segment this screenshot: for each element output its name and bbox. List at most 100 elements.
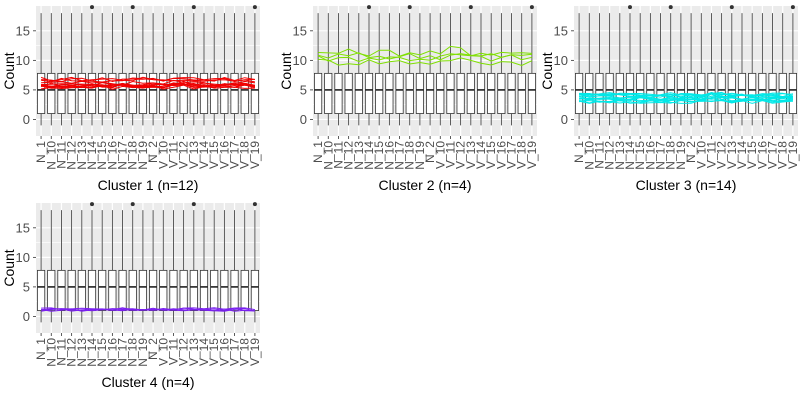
box [240,269,249,311]
outlier-point [729,5,734,10]
box [199,72,209,114]
x-tick-label: V_19 [525,141,539,169]
y-axis-title: Count [1,52,17,89]
outlier-point [367,5,371,10]
x-tick-label: V_12 [177,141,191,169]
cluster-line [579,92,793,99]
x-tick-label: N_19 [413,141,427,170]
x-tick-label: V_17 [505,141,519,169]
outlier-point [252,202,257,207]
x-tick-label: V_11 [166,338,180,365]
box [788,72,797,114]
box [446,72,455,114]
box [230,72,239,114]
x-tick-label: N_13 [613,141,627,170]
x-tick-label: V_16 [755,141,769,169]
box [108,269,117,311]
box [67,269,76,311]
x-tick-label: N_11 [592,141,606,169]
x-tick-label: N_19 [136,141,150,170]
x-tick-label: V_10 [694,141,708,169]
x-tick-label: N_12 [65,141,79,170]
chart-panel-2: 051015N_1N_10N_11N_12N_13N_14N_15N_16N_1… [278,5,539,193]
cluster-line [318,45,532,57]
box [87,72,97,114]
cluster-line [317,52,532,61]
cluster-line [41,83,255,88]
box [697,72,706,114]
y-tick-label: 0 [23,112,30,127]
y-tick-label: 10 [16,53,30,68]
x-tick-label: N_1 [34,141,48,163]
x-tick-label: V_14 [474,141,488,169]
outlier-point [130,202,135,207]
x-tick-label: N_16 [105,141,119,170]
panel-background [313,6,537,136]
x-tick-label: N_12 [603,141,617,170]
box [364,72,374,114]
y-tick-label: 10 [16,250,30,265]
x-tick-label: N_14 [623,141,637,170]
box [189,72,198,114]
x-tick-label: N_15 [95,141,109,170]
y-axis-title: Count [278,52,294,89]
x-tick-label: V_15 [207,141,221,169]
x-tick-label: N_15 [633,141,647,170]
box [77,269,86,311]
x-tick-label: V_12 [177,338,191,366]
outlier-point [628,5,632,10]
box [149,269,158,311]
box [334,72,343,114]
box [159,72,168,114]
x-tick-label: V_12 [454,141,468,169]
box [354,72,363,114]
x-tick-label: N_10 [44,338,58,367]
x-tick-label: V_19 [248,338,262,366]
outlier-point [191,202,196,207]
x-tick-label: V_18 [515,141,529,169]
y-axis-title: Count [539,52,555,89]
cluster-line [579,92,794,97]
x-tick-label: N_10 [44,141,58,170]
chart-panel-4: 051015N_1N_10N_11N_12N_13N_14N_15N_16N_1… [1,202,262,390]
y-tick-label: 5 [300,82,307,97]
outlier-point [407,5,412,10]
x-tick-label: N_2 [146,338,160,360]
box [476,72,486,114]
outlier-point [790,5,795,10]
box [456,72,465,114]
x-tick-label: N_18 [403,141,417,170]
x-tick-label: V_10 [433,141,447,169]
x-tick-label: V_13 [464,141,478,169]
x-tick-label: N_17 [654,141,668,170]
box [210,72,219,114]
box [656,72,665,114]
box [426,72,435,114]
x-tick-label: N_16 [105,338,119,367]
box [210,269,219,311]
x-tick-label: N_14 [362,141,376,170]
x-tick-label: V_18 [776,141,790,169]
panel-title: Cluster 4 (n=4) [102,374,195,390]
outlier-point [468,5,473,10]
box [240,72,249,114]
box [250,72,259,114]
box [189,269,198,311]
cluster-line [317,53,533,63]
box [118,269,127,311]
y-tick-label: 15 [293,23,307,38]
x-tick-label: N_11 [54,141,68,169]
x-tick-label: N_15 [372,141,386,170]
y-tick-label: 15 [16,220,30,235]
box [199,269,209,311]
y-tick-label: 10 [293,53,307,68]
box [405,72,414,114]
x-tick-label: V_13 [725,141,739,169]
box [37,269,46,311]
y-tick-label: 5 [23,279,30,294]
x-tick-label: N_18 [126,141,140,170]
box [385,72,394,114]
cluster-line [41,307,255,312]
box [466,72,475,114]
